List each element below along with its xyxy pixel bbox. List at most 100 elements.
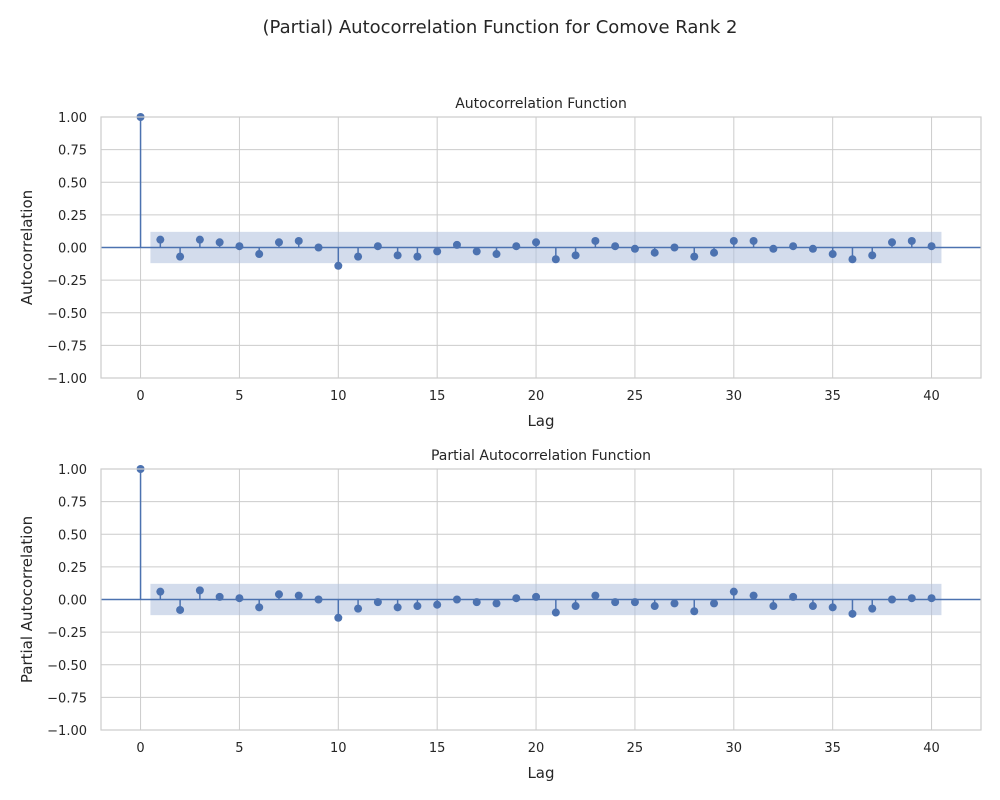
acf-xtick-label: 35 <box>824 389 841 404</box>
acf-ylabel: Autocorrelation <box>18 190 36 305</box>
acf-xtick-label: 40 <box>923 389 940 404</box>
acf-point <box>472 247 481 256</box>
pacf-point <box>354 604 363 613</box>
acf-xtick-label: 0 <box>136 389 144 404</box>
pacf-ytick-label: 0.75 <box>58 496 87 511</box>
pacf-point <box>255 603 264 612</box>
pacf-point <box>710 599 719 608</box>
pacf-ytick-label: 1.00 <box>58 463 87 478</box>
pacf-point <box>294 591 303 600</box>
acf-point <box>927 242 936 251</box>
acf-point <box>551 255 560 264</box>
acf-point <box>176 252 185 261</box>
acf-axes-frame <box>100 116 982 379</box>
pacf-point <box>749 591 758 600</box>
acf-xtick-label: 30 <box>726 389 743 404</box>
acf-point <box>274 238 283 247</box>
figure-suptitle: (Partial) Autocorrelation Function for C… <box>263 17 738 38</box>
pacf-point <box>314 595 323 604</box>
pacf-point <box>433 600 442 609</box>
pacf-xtick-label: 40 <box>923 741 940 756</box>
pacf-point <box>551 608 560 617</box>
pacf-point <box>611 598 620 607</box>
pacf-point <box>848 609 857 618</box>
acf-point <box>373 242 382 251</box>
acf-point <box>789 242 798 251</box>
pacf-point <box>630 598 639 607</box>
acf-xtick-label: 5 <box>235 389 243 404</box>
pacf-point <box>571 602 580 611</box>
pacf-ytick-label: 0.50 <box>58 528 87 543</box>
acf-point <box>888 238 897 247</box>
pacf-ytick-label: 0.00 <box>58 594 87 609</box>
pacf-point <box>452 595 461 604</box>
pacf-xtick-label: 5 <box>235 741 243 756</box>
acf-ytick-label: −0.50 <box>47 307 87 322</box>
acf-point <box>354 252 363 261</box>
pacf-point <box>808 602 817 611</box>
pacf-point <box>472 598 481 607</box>
acf-ytick-label: −0.25 <box>47 274 87 289</box>
pacf-point <box>828 603 837 612</box>
pacf-point <box>334 613 343 622</box>
pacf-point <box>235 594 244 603</box>
pacf-xtick-label: 35 <box>824 741 841 756</box>
acf-point <box>393 251 402 260</box>
acf-ytick-label: 0.50 <box>58 176 87 191</box>
acf-xtick-label: 10 <box>330 389 347 404</box>
acf-ytick-label: −0.75 <box>47 339 87 354</box>
acf-title: Autocorrelation Function <box>455 96 627 112</box>
pacf-point <box>650 602 659 611</box>
acf-point <box>591 236 600 245</box>
pacf-point <box>512 594 521 603</box>
pacf-point <box>868 604 877 613</box>
acf-point <box>334 261 343 270</box>
acf-point <box>314 243 323 252</box>
acf-point <box>492 250 501 259</box>
acf-point <box>729 236 738 245</box>
pacf-point <box>927 594 936 603</box>
pacf-xtick-label: 20 <box>528 741 545 756</box>
pacf-xlabel: Lag <box>527 764 554 782</box>
acf-ytick-label: −1.00 <box>47 372 87 387</box>
pacf-ytick-label: −1.00 <box>47 724 87 739</box>
acf-point <box>611 242 620 251</box>
pacf-ytick-label: 0.25 <box>58 561 87 576</box>
pacf-xtick-label: 15 <box>429 741 446 756</box>
acf-point <box>848 255 857 264</box>
pacf-xtick-label: 30 <box>726 741 743 756</box>
pacf-panel: 0 5 10 15 20 25 30 35 40 −1.00 −0.75 −0.50 −0.25 0.00… <box>18 448 982 782</box>
pacf-axes-frame <box>100 468 982 731</box>
pacf-ytick-label: −0.75 <box>47 691 87 706</box>
acf-point <box>571 251 580 260</box>
pacf-point <box>176 605 185 614</box>
acf-point <box>868 251 877 260</box>
acf-point <box>195 235 204 244</box>
pacf-point <box>393 603 402 612</box>
acf-point <box>413 252 422 261</box>
pacf-point <box>729 587 738 596</box>
acf-point <box>452 240 461 249</box>
acf-xlabel: Lag <box>527 412 554 430</box>
acf-point <box>235 242 244 251</box>
acf-point <box>828 250 837 259</box>
pacf-point <box>274 590 283 599</box>
pacf-xtick-label: 10 <box>330 741 347 756</box>
acf-ytick-label: 0.75 <box>58 144 87 159</box>
acf-ytick-label: 0.25 <box>58 209 87 224</box>
pacf-point <box>907 594 916 603</box>
acf-point <box>670 243 679 252</box>
pacf-point <box>156 587 165 596</box>
acf-point <box>907 236 916 245</box>
acf-point <box>808 244 817 253</box>
pacf-point <box>670 599 679 608</box>
pacf-point <box>789 592 798 601</box>
acf-ytick-label: 1.00 <box>58 111 87 126</box>
acf-point <box>255 250 264 259</box>
pacf-point <box>532 592 541 601</box>
acf-point <box>769 244 778 253</box>
acf-point <box>433 247 442 256</box>
pacf-xtick-label: 25 <box>627 741 644 756</box>
acf-point <box>215 238 224 247</box>
